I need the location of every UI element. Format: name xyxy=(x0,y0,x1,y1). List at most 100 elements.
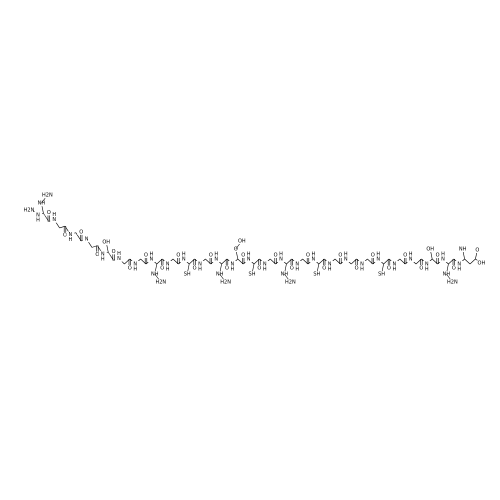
side-chain-atom: OH xyxy=(102,240,110,246)
label-bg xyxy=(312,271,321,277)
amide-nitrogen: N xyxy=(409,257,413,263)
amide-nitrogen: N xyxy=(279,257,283,263)
label-bg xyxy=(237,238,246,244)
carbonyl-oxygen: O xyxy=(452,266,456,272)
carbonyl-oxygen: O xyxy=(257,266,261,272)
amide-nitrogen: N xyxy=(360,262,364,268)
c-terminus-hydroxyl: OH xyxy=(478,261,486,267)
label-bg xyxy=(221,279,230,285)
side-chain-atom: OH xyxy=(426,247,434,253)
amide-hydrogen: H xyxy=(231,267,235,273)
label-bg xyxy=(183,271,192,277)
side-chain-atom: NH xyxy=(459,247,467,253)
label-bg xyxy=(158,265,167,271)
label-bg xyxy=(385,265,393,271)
label-bg xyxy=(156,279,165,285)
carbonyl-oxygen: O xyxy=(128,266,132,272)
amide-hydrogen: H xyxy=(150,252,154,258)
label-bg xyxy=(401,252,410,258)
label-bg xyxy=(115,255,123,262)
side-chain-atom: H2N xyxy=(155,280,166,286)
amide-hydrogen: H xyxy=(101,256,105,262)
carbonyl-oxygen: O xyxy=(47,210,51,216)
carbonyl-oxygen: O xyxy=(112,249,116,255)
amide-hydrogen: H xyxy=(295,267,299,273)
amide-nitrogen: N xyxy=(441,257,445,263)
amide-hydrogen: H xyxy=(52,212,56,218)
label-bg xyxy=(260,261,269,267)
label-bg xyxy=(286,279,295,285)
amide-hydrogen: H xyxy=(328,267,332,273)
carbonyl-oxygen: O xyxy=(144,253,148,259)
bond xyxy=(464,258,471,265)
label-bg xyxy=(455,261,464,267)
label-bg xyxy=(309,256,318,262)
amide-hydrogen: H xyxy=(182,252,186,258)
side-chain-atom: H2N xyxy=(42,193,53,199)
carbonyl-oxygen: O xyxy=(241,253,245,259)
label-bg xyxy=(244,256,253,262)
label-bg xyxy=(248,271,256,277)
label-bg xyxy=(374,256,383,262)
amide-nitrogen: N xyxy=(312,257,316,263)
label-bg xyxy=(449,265,458,271)
carbonyl-oxygen: O xyxy=(225,266,229,272)
label-bg xyxy=(109,248,118,255)
n-terminus: H2N xyxy=(24,208,35,214)
label-bg xyxy=(336,252,345,258)
amide-nitrogen: N xyxy=(344,257,348,263)
side-chain-atom: SH xyxy=(313,272,320,278)
amide-nitrogen: N xyxy=(133,262,137,268)
amide-nitrogen: N xyxy=(231,262,235,268)
side-chain-atom: H2N xyxy=(447,280,458,286)
side-chain-atom: H2N xyxy=(285,280,296,286)
label-bg xyxy=(163,261,172,267)
side-chain-atom: SH xyxy=(184,272,191,278)
label-bg xyxy=(320,265,329,271)
label-bg xyxy=(239,252,248,258)
label-bg xyxy=(34,212,42,218)
label-bg xyxy=(174,252,183,258)
label-bg xyxy=(131,261,140,267)
label-bg xyxy=(255,265,264,271)
amide-hydrogen: H xyxy=(393,267,397,273)
carbonyl-oxygen: O xyxy=(193,266,197,272)
label-bg xyxy=(433,252,442,258)
amide-nitrogen: N xyxy=(425,262,429,268)
label-bg xyxy=(458,246,467,252)
amide-nitrogen: N xyxy=(117,256,121,262)
label-bg xyxy=(43,192,52,199)
label-bg xyxy=(473,247,482,253)
amide-hydrogen: H xyxy=(457,267,461,273)
amide-hydrogen: H xyxy=(360,267,364,273)
label-bg xyxy=(358,261,366,267)
amide-nitrogen: N xyxy=(150,257,154,263)
label-bg xyxy=(93,251,102,258)
label-bg xyxy=(287,265,296,271)
side-chain-atom: SH xyxy=(378,272,385,278)
label-bg xyxy=(477,260,486,266)
label-bg xyxy=(61,232,69,239)
side-chain-atom: SH xyxy=(249,272,256,278)
label-bg xyxy=(66,231,75,238)
amide-nitrogen: N xyxy=(295,262,299,268)
amide-hydrogen: H xyxy=(425,267,429,273)
label-bg xyxy=(390,261,399,267)
amide-hydrogen: H xyxy=(441,252,445,258)
amide-nitrogen: N xyxy=(263,262,267,268)
amide-nitrogen: N xyxy=(52,217,56,223)
label-bg xyxy=(426,246,435,252)
c-terminus-oxygen: O xyxy=(475,248,479,254)
amide-hydrogen: H xyxy=(312,252,316,258)
bond xyxy=(469,258,476,265)
amide-hydrogen: H xyxy=(279,252,283,258)
label-bg xyxy=(271,252,280,258)
amide-hydrogen: H xyxy=(69,237,73,243)
carbonyl-oxygen: O xyxy=(322,266,326,272)
label-bg xyxy=(82,236,91,243)
side-chain-atom: H2N xyxy=(220,280,231,286)
label-bg xyxy=(142,252,150,258)
label-bg xyxy=(212,256,221,262)
carbonyl-oxygen: O xyxy=(371,253,375,259)
